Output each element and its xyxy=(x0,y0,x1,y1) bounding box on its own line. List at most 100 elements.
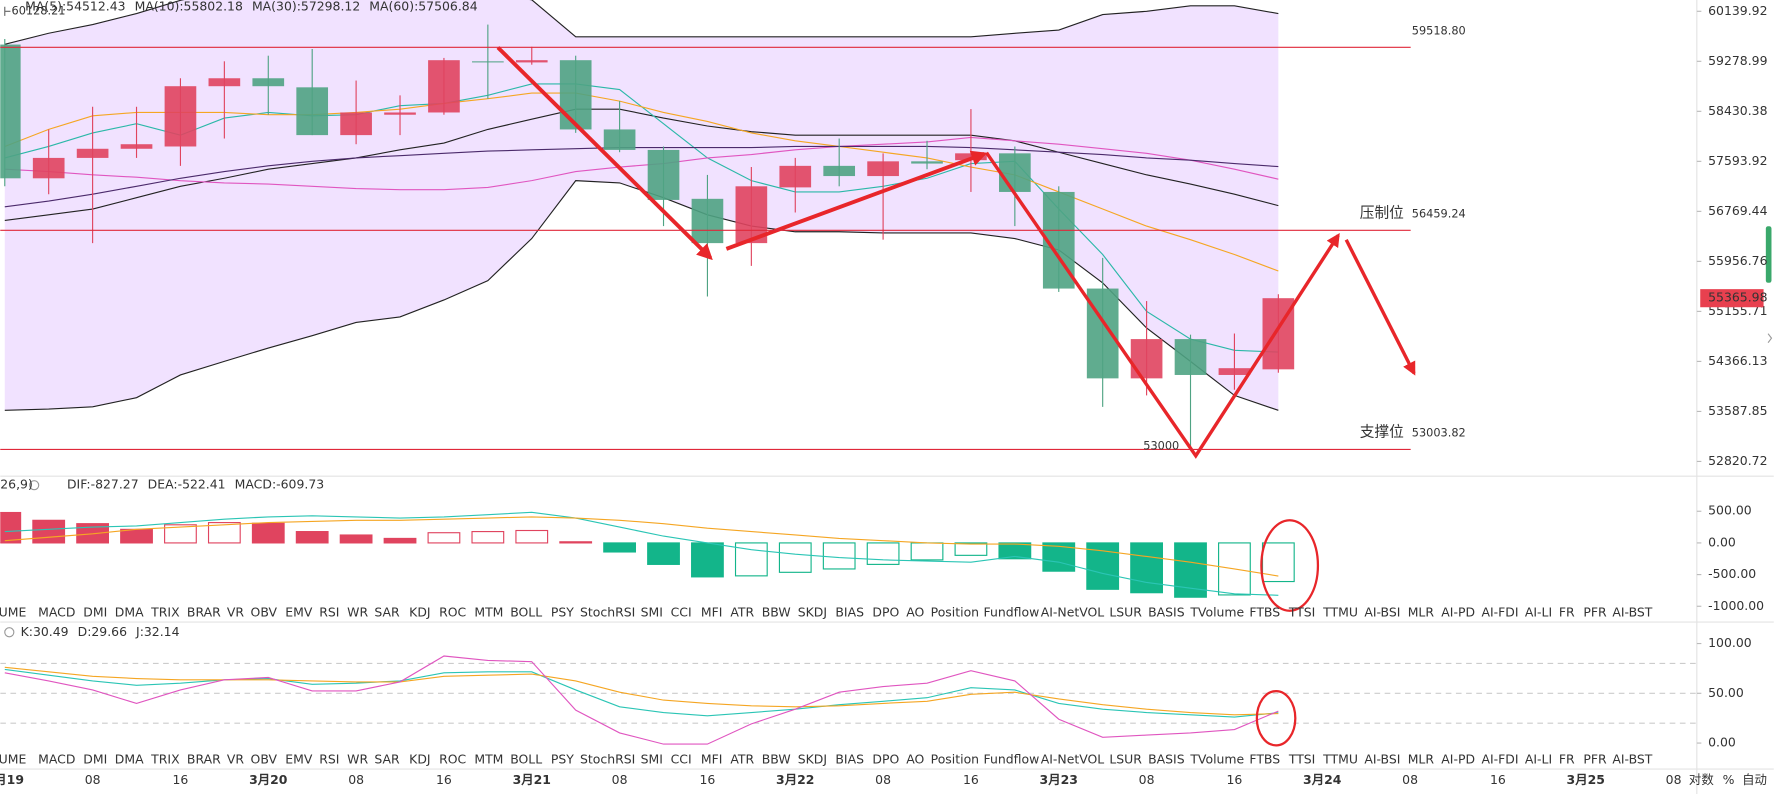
indicator-tab[interactable]: ATR xyxy=(730,752,754,767)
indicator-tab[interactable]: BOLL xyxy=(510,752,542,767)
indicator-tab[interactable]: FTBS xyxy=(1249,752,1280,767)
scroll-handle[interactable] xyxy=(1765,226,1772,283)
indicator-tab[interactable]: BBW xyxy=(762,605,791,620)
indicator-tab[interactable]: SAR xyxy=(374,752,400,767)
indicator-tab[interactable]: FR xyxy=(1559,605,1575,620)
indicator-tab[interactable]: VR xyxy=(227,605,245,620)
indicator-tab[interactable]: SAR xyxy=(374,605,400,620)
indicator-tab[interactable]: EMV xyxy=(285,752,313,767)
indicator-tab[interactable]: SMI xyxy=(641,752,663,767)
indicator-tab[interactable]: StochRSI xyxy=(580,605,635,620)
indicator-tab[interactable]: BIAS xyxy=(835,605,864,620)
indicator-tab[interactable]: MACD xyxy=(38,605,75,620)
indicator-tab[interactable]: SKDJ xyxy=(798,752,827,767)
indicator-tab[interactable]: AI-BST xyxy=(1612,752,1652,767)
indicator-tab[interactable]: AI-PD xyxy=(1441,605,1475,620)
indicator-tab[interactable]: EMV xyxy=(285,605,313,620)
indicator-tab[interactable]: AI-FDI xyxy=(1481,605,1518,620)
indicator-tab[interactable]: Fundflow xyxy=(984,605,1040,620)
indicator-tab[interactable]: PSY xyxy=(551,605,574,620)
indicator-tab[interactable]: TTMU xyxy=(1322,752,1358,767)
legend-entry: K:30.49 xyxy=(21,624,69,639)
indicator-tab[interactable]: AO xyxy=(906,752,924,767)
indicator-tab[interactable]: MTM xyxy=(474,752,503,767)
footer-button[interactable]: 对数 xyxy=(1689,772,1714,787)
indicator-tab[interactable]: AI-BST xyxy=(1612,605,1652,620)
indicator-tab[interactable]: MFI xyxy=(701,605,723,620)
indicator-tab[interactable]: LUME xyxy=(0,605,26,620)
indicator-tab[interactable]: FR xyxy=(1559,752,1575,767)
indicator-tab[interactable]: BOLL xyxy=(510,605,542,620)
indicator-tab[interactable]: OBV xyxy=(251,605,278,620)
indicator-tab[interactable]: DMI xyxy=(83,605,107,620)
indicator-tab[interactable]: LSUR xyxy=(1109,752,1142,767)
indicator-tab[interactable]: BASIS xyxy=(1148,605,1185,620)
macd-bar xyxy=(515,529,549,544)
indicator-tab[interactable]: MACD xyxy=(38,752,75,767)
indicator-tab[interactable]: WR xyxy=(347,605,368,620)
indicator-tab[interactable]: ATR xyxy=(730,605,754,620)
indicator-tab[interactable]: MLR xyxy=(1408,605,1435,620)
indicator-tab[interactable]: Position xyxy=(931,605,979,620)
indicator-tab[interactable]: TVolume xyxy=(1189,605,1244,620)
indicator-tab[interactable]: TRIX xyxy=(150,752,180,767)
indicator-tab[interactable]: TTSI xyxy=(1288,605,1316,620)
indicator-tab[interactable]: BIAS xyxy=(835,752,864,767)
indicator-tab[interactable]: OBV xyxy=(251,752,278,767)
indicator-tab[interactable]: TRIX xyxy=(150,605,180,620)
gear-icon[interactable] xyxy=(29,480,40,491)
indicator-tab[interactable]: MTM xyxy=(474,605,503,620)
indicator-tab[interactable]: PSY xyxy=(551,752,574,767)
indicator-tab[interactable]: RSI xyxy=(319,605,339,620)
indicator-tab[interactable]: DMI xyxy=(83,752,107,767)
indicator-tab[interactable]: StochRSI xyxy=(580,752,635,767)
panel-title: 26,9) xyxy=(0,477,33,492)
indicator-tab[interactable]: DPO xyxy=(872,752,899,767)
indicator-tab[interactable]: AI-LI xyxy=(1525,752,1552,767)
indicator-tab[interactable]: MFI xyxy=(701,752,723,767)
indicator-tab[interactable]: KDJ xyxy=(409,752,430,767)
indicator-tab[interactable]: SKDJ xyxy=(798,605,827,620)
indicator-tab[interactable]: RSI xyxy=(319,752,339,767)
indicator-tab[interactable]: DMA xyxy=(115,605,144,620)
side-toggle[interactable] xyxy=(1767,333,1773,344)
indicator-tab[interactable]: MLR xyxy=(1408,752,1435,767)
indicator-tab[interactable]: Fundflow xyxy=(984,752,1040,767)
indicator-tab[interactable]: TTSI xyxy=(1288,752,1316,767)
indicator-tab[interactable]: PFR xyxy=(1583,752,1607,767)
indicator-tab[interactable]: AI-BSI xyxy=(1364,752,1400,767)
footer-button[interactable]: 自动 xyxy=(1742,772,1767,787)
indicator-tab[interactable]: AI-BSI xyxy=(1364,605,1400,620)
indicator-tab[interactable]: AI-PD xyxy=(1441,752,1475,767)
indicator-tab[interactable]: AO xyxy=(906,605,924,620)
indicator-tab[interactable]: LUME xyxy=(0,752,26,767)
indicator-tab[interactable]: DMA xyxy=(115,752,144,767)
indicator-tab[interactable]: SMI xyxy=(641,605,663,620)
indicator-tab[interactable]: BRAR xyxy=(187,605,221,620)
indicator-tab[interactable]: BASIS xyxy=(1148,752,1185,767)
indicator-tab[interactable]: ROC xyxy=(439,605,466,620)
indicator-tab[interactable]: VR xyxy=(227,752,245,767)
indicator-tab[interactable]: CCI xyxy=(671,752,692,767)
indicator-tab[interactable]: AI-FDI xyxy=(1481,752,1518,767)
indicator-tab[interactable]: FTBS xyxy=(1249,605,1280,620)
indicator-tab[interactable]: WR xyxy=(347,752,368,767)
candle-body xyxy=(32,157,65,179)
indicator-tab[interactable]: BBW xyxy=(762,752,791,767)
indicator-tab[interactable]: PFR xyxy=(1583,605,1607,620)
footer-button[interactable]: % xyxy=(1723,772,1735,787)
indicator-tab[interactable]: TTMU xyxy=(1322,605,1358,620)
indicator-tab[interactable]: KDJ xyxy=(409,605,430,620)
indicator-tab[interactable]: AI-NetVOL xyxy=(1041,605,1105,620)
indicator-tab[interactable]: AI-NetVOL xyxy=(1041,752,1105,767)
indicator-tab[interactable]: ROC xyxy=(439,752,466,767)
indicator-tab[interactable]: LSUR xyxy=(1109,605,1142,620)
indicator-tab[interactable]: CCI xyxy=(671,605,692,620)
indicator-tab[interactable]: TVolume xyxy=(1189,752,1244,767)
indicator-tab[interactable]: Position xyxy=(931,752,979,767)
indicator-tab[interactable]: DPO xyxy=(872,605,899,620)
price-level-annotation: 压制位 xyxy=(1360,204,1404,221)
indicator-tab[interactable]: BRAR xyxy=(187,752,221,767)
indicator-tab[interactable]: AI-LI xyxy=(1525,605,1552,620)
gear-icon[interactable] xyxy=(4,627,15,638)
